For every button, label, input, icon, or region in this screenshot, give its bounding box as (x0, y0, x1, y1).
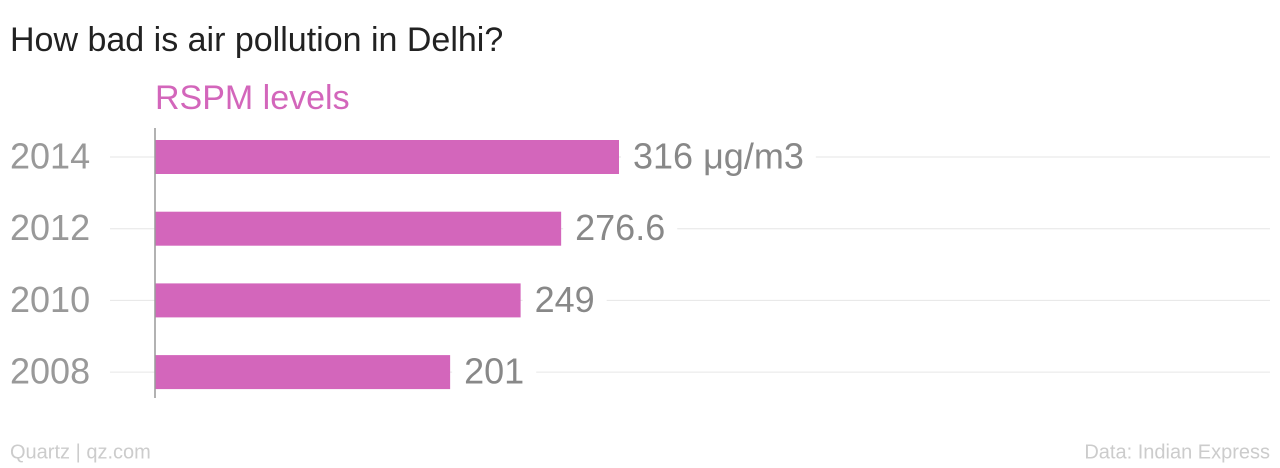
value-label: 276.6 (575, 207, 665, 248)
bar (155, 211, 562, 246)
label-background (621, 153, 816, 161)
bar (155, 355, 451, 390)
value-label: 249 (535, 279, 595, 320)
label-background (563, 224, 678, 233)
chart-title: How bad is air pollution in Delhi? (10, 21, 503, 59)
bars (155, 140, 619, 390)
bar (155, 140, 619, 174)
y-tick-label: 2008 (10, 351, 90, 392)
y-tick-label: 2012 (10, 207, 90, 248)
grid (110, 153, 1270, 377)
chart-subtitle: RSPM levels (155, 79, 350, 117)
label-background (452, 368, 537, 377)
value-label: 316 μg/m3 (633, 136, 804, 177)
label-background (522, 296, 607, 305)
bar (155, 283, 521, 318)
y-tick-label: 2010 (10, 279, 90, 320)
value-label: 201 (464, 351, 524, 392)
source: Data: Indian Express (1084, 441, 1270, 463)
credit: Quartz | qz.com (10, 441, 151, 463)
y-tick-label: 2014 (10, 136, 90, 177)
